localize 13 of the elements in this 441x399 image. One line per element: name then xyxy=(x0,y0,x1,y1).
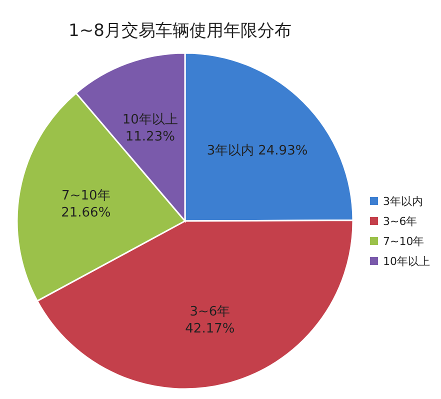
slice-label: 10年以上 xyxy=(122,112,178,128)
legend-label: 3年以内 xyxy=(383,195,423,208)
legend-label: 10年以上 xyxy=(383,255,430,268)
slice-label: 3~6年 xyxy=(190,304,230,320)
legend-label: 7~10年 xyxy=(383,235,424,248)
slice-label: 7~10年 xyxy=(62,188,110,204)
data-label: 11.23% xyxy=(125,129,175,144)
data-label: 42.17% xyxy=(185,322,235,337)
data-label: 24.93% xyxy=(258,144,308,159)
data-label: 21.66% xyxy=(61,206,111,220)
slice-label: 3年以内 xyxy=(206,144,254,159)
chart-title: 1~8月交易车辆使用年限分布 xyxy=(68,21,292,41)
legend-label: 3~6年 xyxy=(383,215,418,228)
